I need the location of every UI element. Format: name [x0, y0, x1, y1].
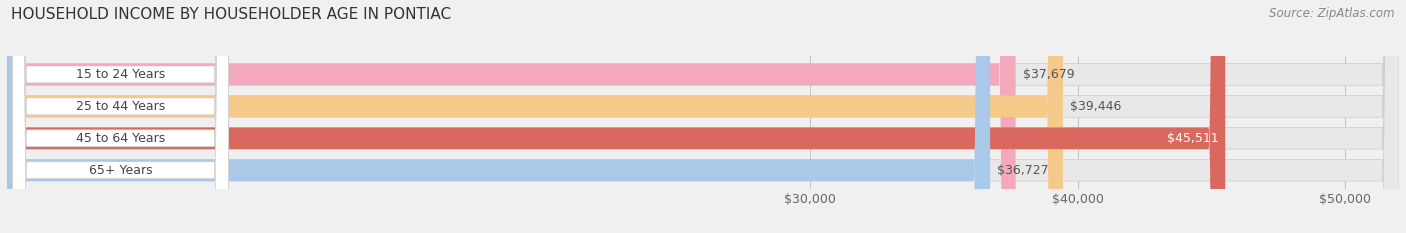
Text: 65+ Years: 65+ Years: [89, 164, 152, 177]
Text: HOUSEHOLD INCOME BY HOUSEHOLDER AGE IN PONTIAC: HOUSEHOLD INCOME BY HOUSEHOLDER AGE IN P…: [11, 7, 451, 22]
Text: 15 to 24 Years: 15 to 24 Years: [76, 68, 165, 81]
Text: Source: ZipAtlas.com: Source: ZipAtlas.com: [1270, 7, 1395, 20]
FancyBboxPatch shape: [7, 0, 1399, 233]
FancyBboxPatch shape: [13, 0, 228, 233]
FancyBboxPatch shape: [7, 0, 990, 233]
FancyBboxPatch shape: [7, 0, 1225, 233]
Text: $45,511: $45,511: [1167, 132, 1219, 145]
Text: $36,727: $36,727: [997, 164, 1049, 177]
FancyBboxPatch shape: [7, 0, 1063, 233]
FancyBboxPatch shape: [7, 0, 1399, 233]
FancyBboxPatch shape: [7, 0, 1399, 233]
Text: 25 to 44 Years: 25 to 44 Years: [76, 100, 165, 113]
FancyBboxPatch shape: [13, 0, 228, 233]
Text: $37,679: $37,679: [1022, 68, 1074, 81]
FancyBboxPatch shape: [13, 0, 228, 233]
Text: $39,446: $39,446: [1070, 100, 1121, 113]
FancyBboxPatch shape: [7, 0, 1399, 233]
FancyBboxPatch shape: [13, 0, 228, 233]
Text: 45 to 64 Years: 45 to 64 Years: [76, 132, 165, 145]
FancyBboxPatch shape: [7, 0, 1015, 233]
